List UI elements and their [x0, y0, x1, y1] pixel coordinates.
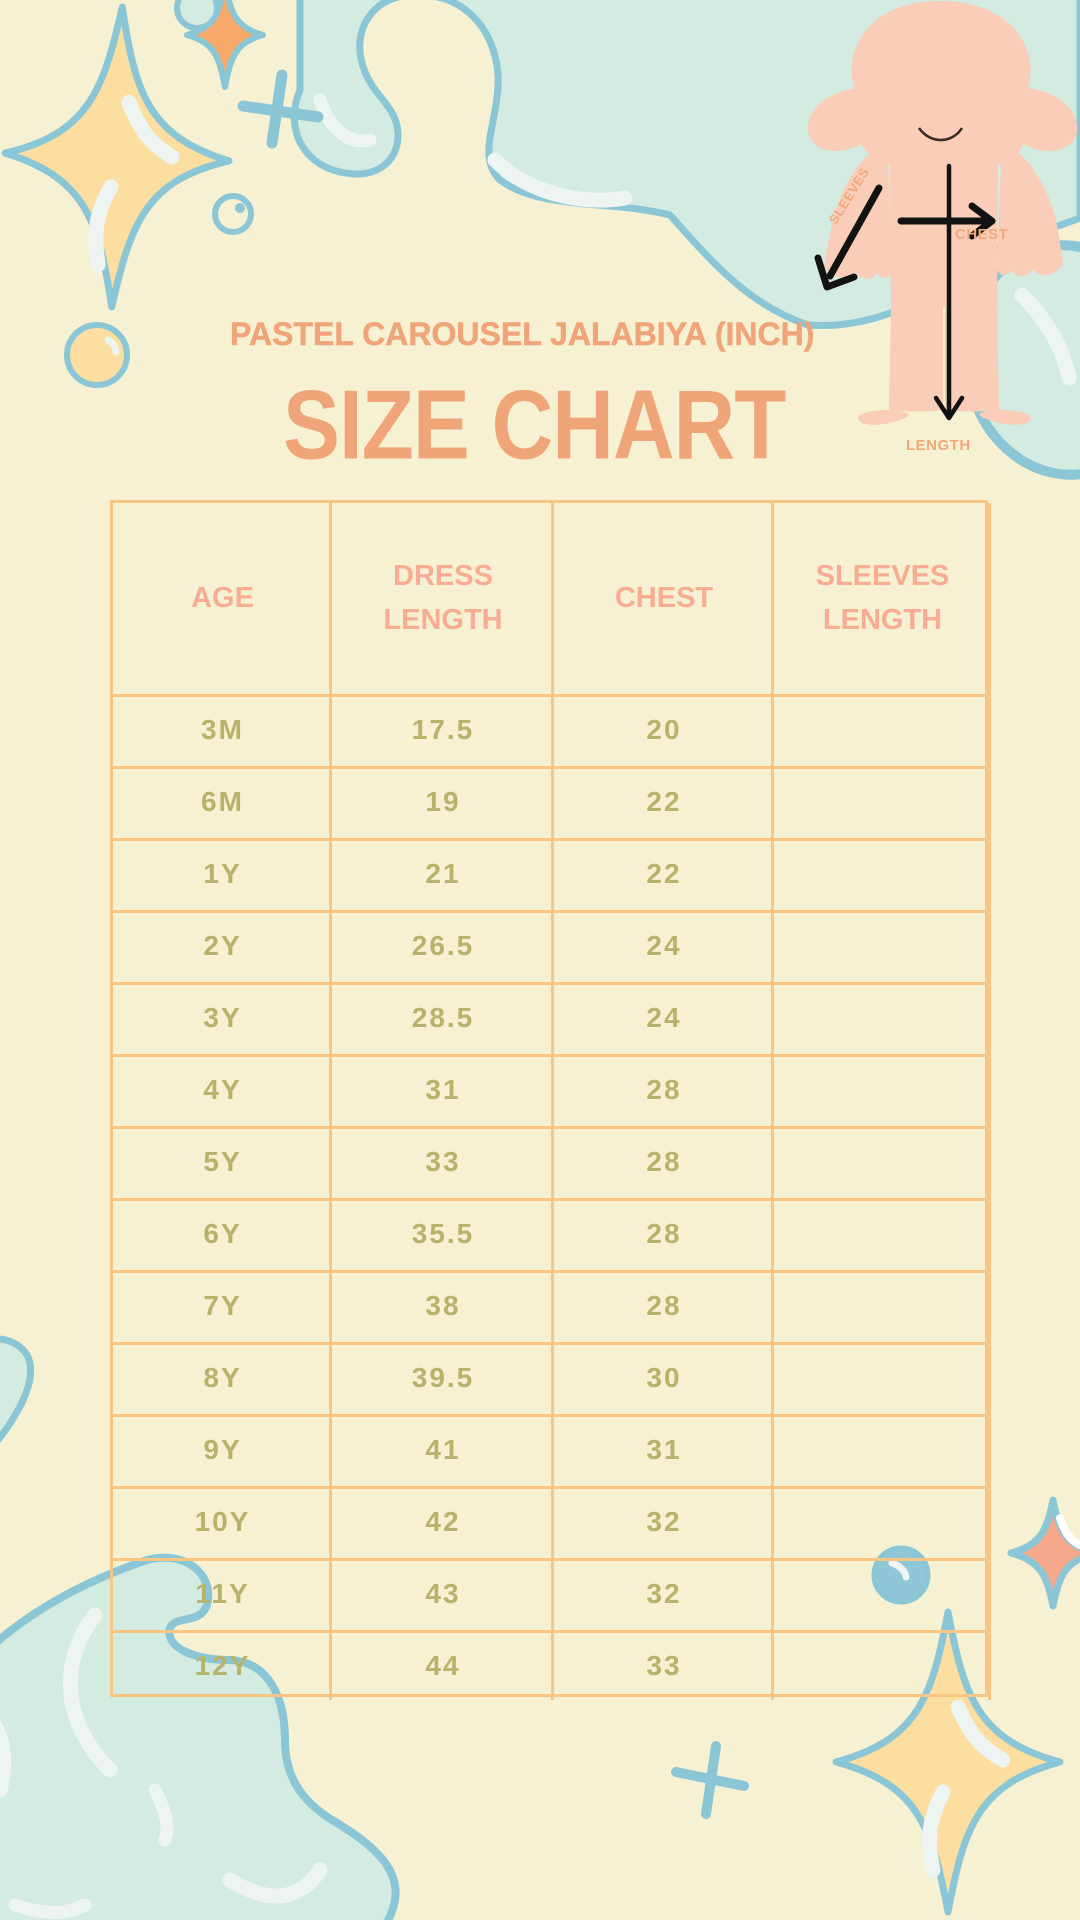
svg-text:LENGTH: LENGTH — [906, 437, 971, 454]
svg-text:CHEST: CHEST — [955, 226, 1008, 243]
